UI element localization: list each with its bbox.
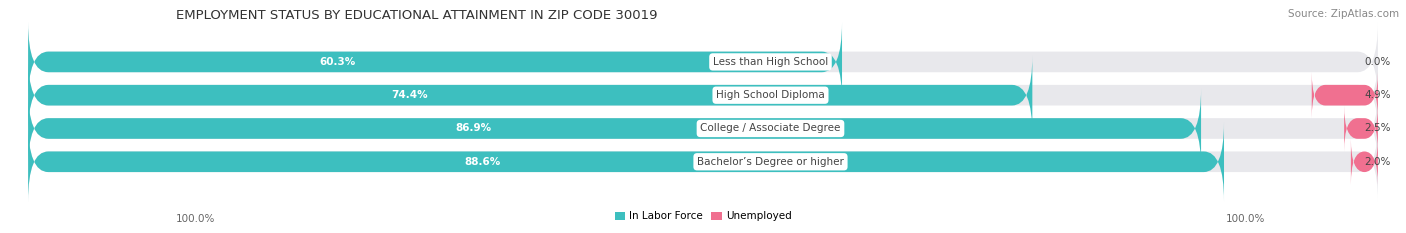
Text: 60.3%: 60.3% — [319, 57, 356, 67]
Text: 0.0%: 0.0% — [1364, 57, 1391, 67]
FancyBboxPatch shape — [28, 22, 842, 102]
Text: 2.0%: 2.0% — [1364, 157, 1391, 167]
Text: 86.9%: 86.9% — [456, 123, 492, 134]
FancyBboxPatch shape — [28, 122, 1225, 201]
Legend: In Labor Force, Unemployed: In Labor Force, Unemployed — [610, 207, 796, 226]
Text: Less than High School: Less than High School — [713, 57, 828, 67]
FancyBboxPatch shape — [28, 56, 1032, 135]
Text: Source: ZipAtlas.com: Source: ZipAtlas.com — [1288, 9, 1399, 19]
Text: College / Associate Degree: College / Associate Degree — [700, 123, 841, 134]
Text: High School Diploma: High School Diploma — [716, 90, 825, 100]
FancyBboxPatch shape — [28, 22, 1378, 102]
Text: 74.4%: 74.4% — [391, 90, 427, 100]
FancyBboxPatch shape — [1312, 72, 1378, 118]
FancyBboxPatch shape — [28, 89, 1378, 168]
FancyBboxPatch shape — [28, 122, 1378, 201]
Text: EMPLOYMENT STATUS BY EDUCATIONAL ATTAINMENT IN ZIP CODE 30019: EMPLOYMENT STATUS BY EDUCATIONAL ATTAINM… — [176, 9, 657, 22]
Text: 4.9%: 4.9% — [1364, 90, 1391, 100]
Text: Bachelor’s Degree or higher: Bachelor’s Degree or higher — [697, 157, 844, 167]
Text: 2.5%: 2.5% — [1364, 123, 1391, 134]
Text: 88.6%: 88.6% — [464, 157, 501, 167]
FancyBboxPatch shape — [1351, 139, 1378, 185]
Text: 100.0%: 100.0% — [1226, 214, 1265, 224]
FancyBboxPatch shape — [28, 56, 1378, 135]
Text: 100.0%: 100.0% — [176, 214, 215, 224]
FancyBboxPatch shape — [1344, 106, 1378, 151]
FancyBboxPatch shape — [28, 89, 1201, 168]
